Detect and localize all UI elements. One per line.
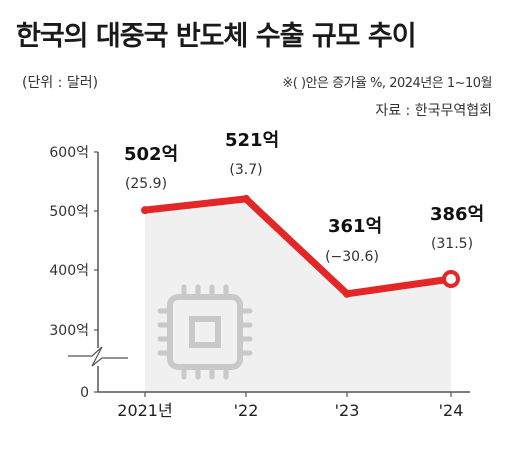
value-label: 386억 (430, 204, 484, 225)
y-tick-label: 300억 (49, 323, 89, 339)
area-fill (145, 198, 451, 392)
y-axis (68, 152, 128, 392)
growth-label: (−30.6) (325, 249, 379, 265)
data-point (343, 289, 351, 298)
y-tick-label: 500억 (49, 204, 89, 220)
area-under-line (145, 198, 451, 392)
x-tick-label: '24 (439, 401, 464, 420)
growth-note: ※( )안은 증가율 %, 2024년은 1~10월 (282, 76, 492, 91)
y-tick-label: 600억 (49, 145, 89, 161)
value-label: 502억 (124, 144, 178, 165)
value-label: 361억 (328, 216, 382, 237)
x-tick-label: '23 (335, 401, 360, 420)
unit-label: (단위 : 달러) (22, 75, 99, 91)
source-label: 자료 : 한국무역협회 (375, 103, 492, 119)
data-labels: 502억 (25.9) 521억 (3.7) 361억 (−30.6) 386억 (31.5) (124, 130, 484, 265)
data-point (141, 206, 149, 215)
chip-icon (157, 284, 253, 380)
growth-label: (31.5) (431, 236, 473, 252)
value-label: 521억 (225, 130, 279, 151)
axis-break-icon (68, 346, 128, 367)
data-point (242, 194, 250, 203)
x-ticks: 2021년 '22 '23 '24 (117, 392, 463, 420)
growth-label: (3.7) (229, 162, 262, 178)
y-tick-label: 400억 (49, 263, 89, 279)
data-point (442, 269, 460, 288)
growth-label: (25.9) (125, 176, 167, 192)
x-tick-label: 2021년 (117, 401, 172, 420)
chart-title: 한국의 대중국 반도체 수출 규모 추이 (16, 21, 417, 52)
y-tick-label: 0 (80, 385, 89, 401)
series-line (141, 195, 455, 298)
x-tick-label: '22 (234, 401, 259, 420)
y-ticks: 600억 500억 400억 300억 0 (49, 145, 98, 401)
data-line (141, 194, 460, 298)
